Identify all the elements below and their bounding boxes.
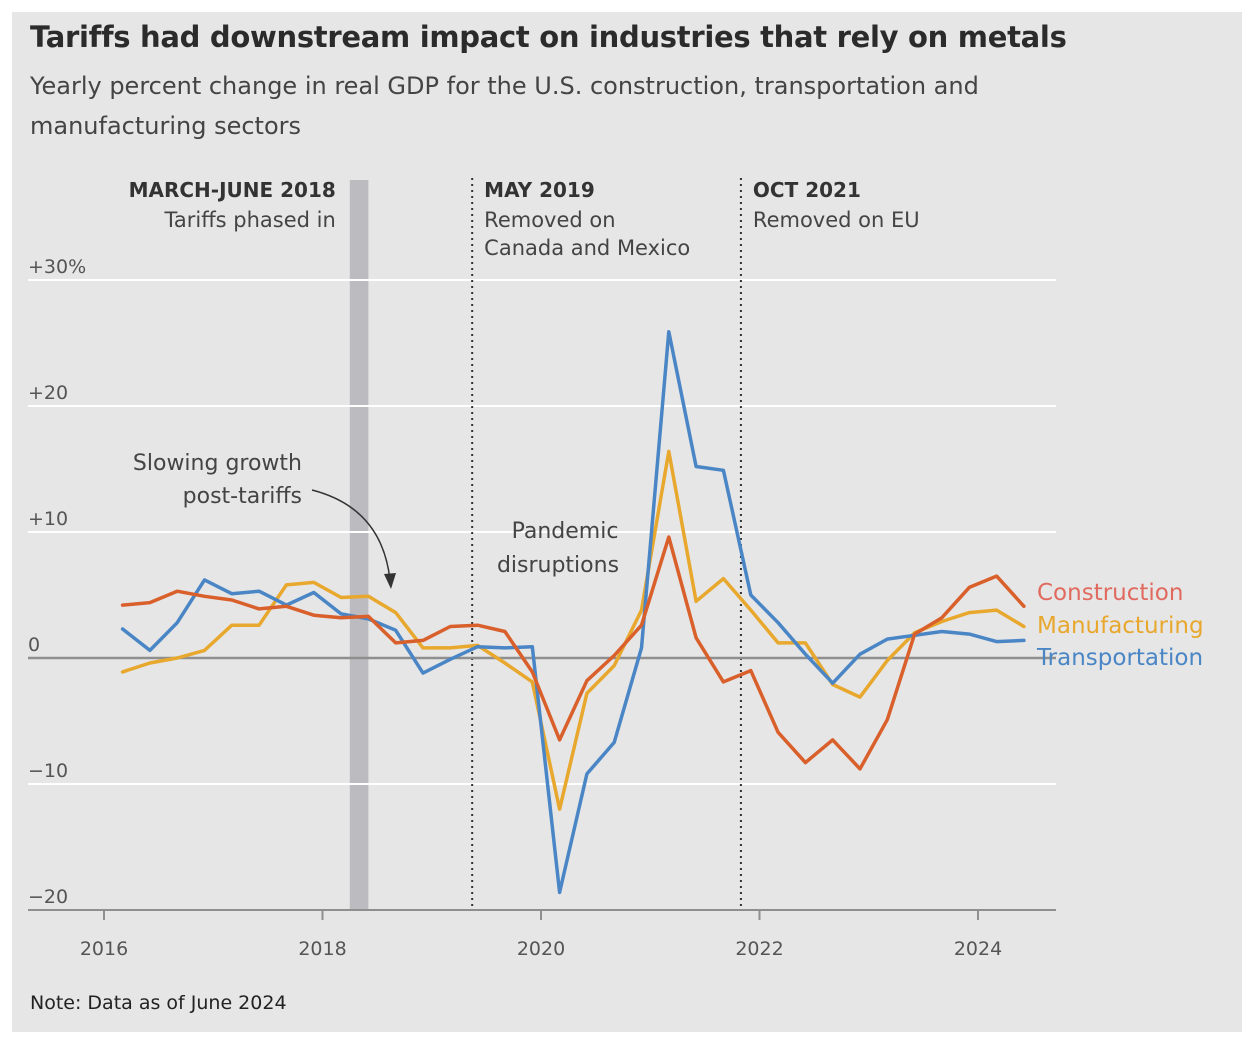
annotation-text: disruptions xyxy=(497,553,619,578)
chart-subtitle: Yearly percent change in real GDP for th… xyxy=(30,72,979,140)
event-text: Removed on xyxy=(484,208,615,232)
series-line-manufacturing xyxy=(120,449,1026,811)
annotation-arrowhead xyxy=(384,573,396,589)
annotation-text: post-tariffs xyxy=(183,484,302,509)
x-tick-label: 2016 xyxy=(80,938,128,960)
event-title: MAY 2019 xyxy=(484,178,595,202)
event-text: Tariffs phased in xyxy=(164,208,336,232)
event-text: Removed on EU xyxy=(753,208,920,232)
chart-text: MARCH-JUNE 2018 Tariffs phased in MAY 2019… xyxy=(129,178,1204,671)
series-lines xyxy=(120,329,1026,895)
event-title: MARCH-JUNE 2018 xyxy=(129,178,336,202)
annotation-text: Slowing growth xyxy=(133,451,302,476)
chart-title: Tariffs had downstream impact on industr… xyxy=(30,20,1067,54)
y-tick-label: −20 xyxy=(28,886,68,908)
y-tick-label: +30% xyxy=(28,256,86,278)
x-tick-label: 2024 xyxy=(954,938,1002,960)
x-tick-label: 2022 xyxy=(735,938,783,960)
event-lines xyxy=(471,178,742,910)
series-line-construction xyxy=(120,535,1026,771)
axes: +30% +20 +10 0 −10 −20 2016 2018 2020 2022 2024 xyxy=(28,256,1056,960)
event-text: Canada and Mexico xyxy=(484,236,690,260)
tariff-period-band xyxy=(349,180,369,910)
event-bands xyxy=(349,180,369,910)
legend-label-construction: Construction xyxy=(1037,580,1183,606)
y-tick-label: −10 xyxy=(28,760,68,782)
annotation-arrow xyxy=(311,489,391,581)
y-tick-label: +20 xyxy=(28,382,68,404)
event-title: OCT 2021 xyxy=(753,178,861,202)
legend-label-manufacturing: Manufacturing xyxy=(1037,613,1204,639)
chart-panel xyxy=(12,12,1242,1032)
legend-label-transportation: Transportation xyxy=(1036,645,1203,671)
chart-note: Note: Data as of June 2024 xyxy=(30,992,287,1014)
annotation-text: Pandemic xyxy=(512,519,619,544)
series-line-transportation xyxy=(120,329,1026,895)
gridlines xyxy=(28,279,1056,785)
x-tick-label: 2020 xyxy=(517,938,565,960)
y-tick-label: +10 xyxy=(28,508,68,530)
y-tick-label: 0 xyxy=(28,634,40,656)
x-tick-label: 2018 xyxy=(298,938,346,960)
